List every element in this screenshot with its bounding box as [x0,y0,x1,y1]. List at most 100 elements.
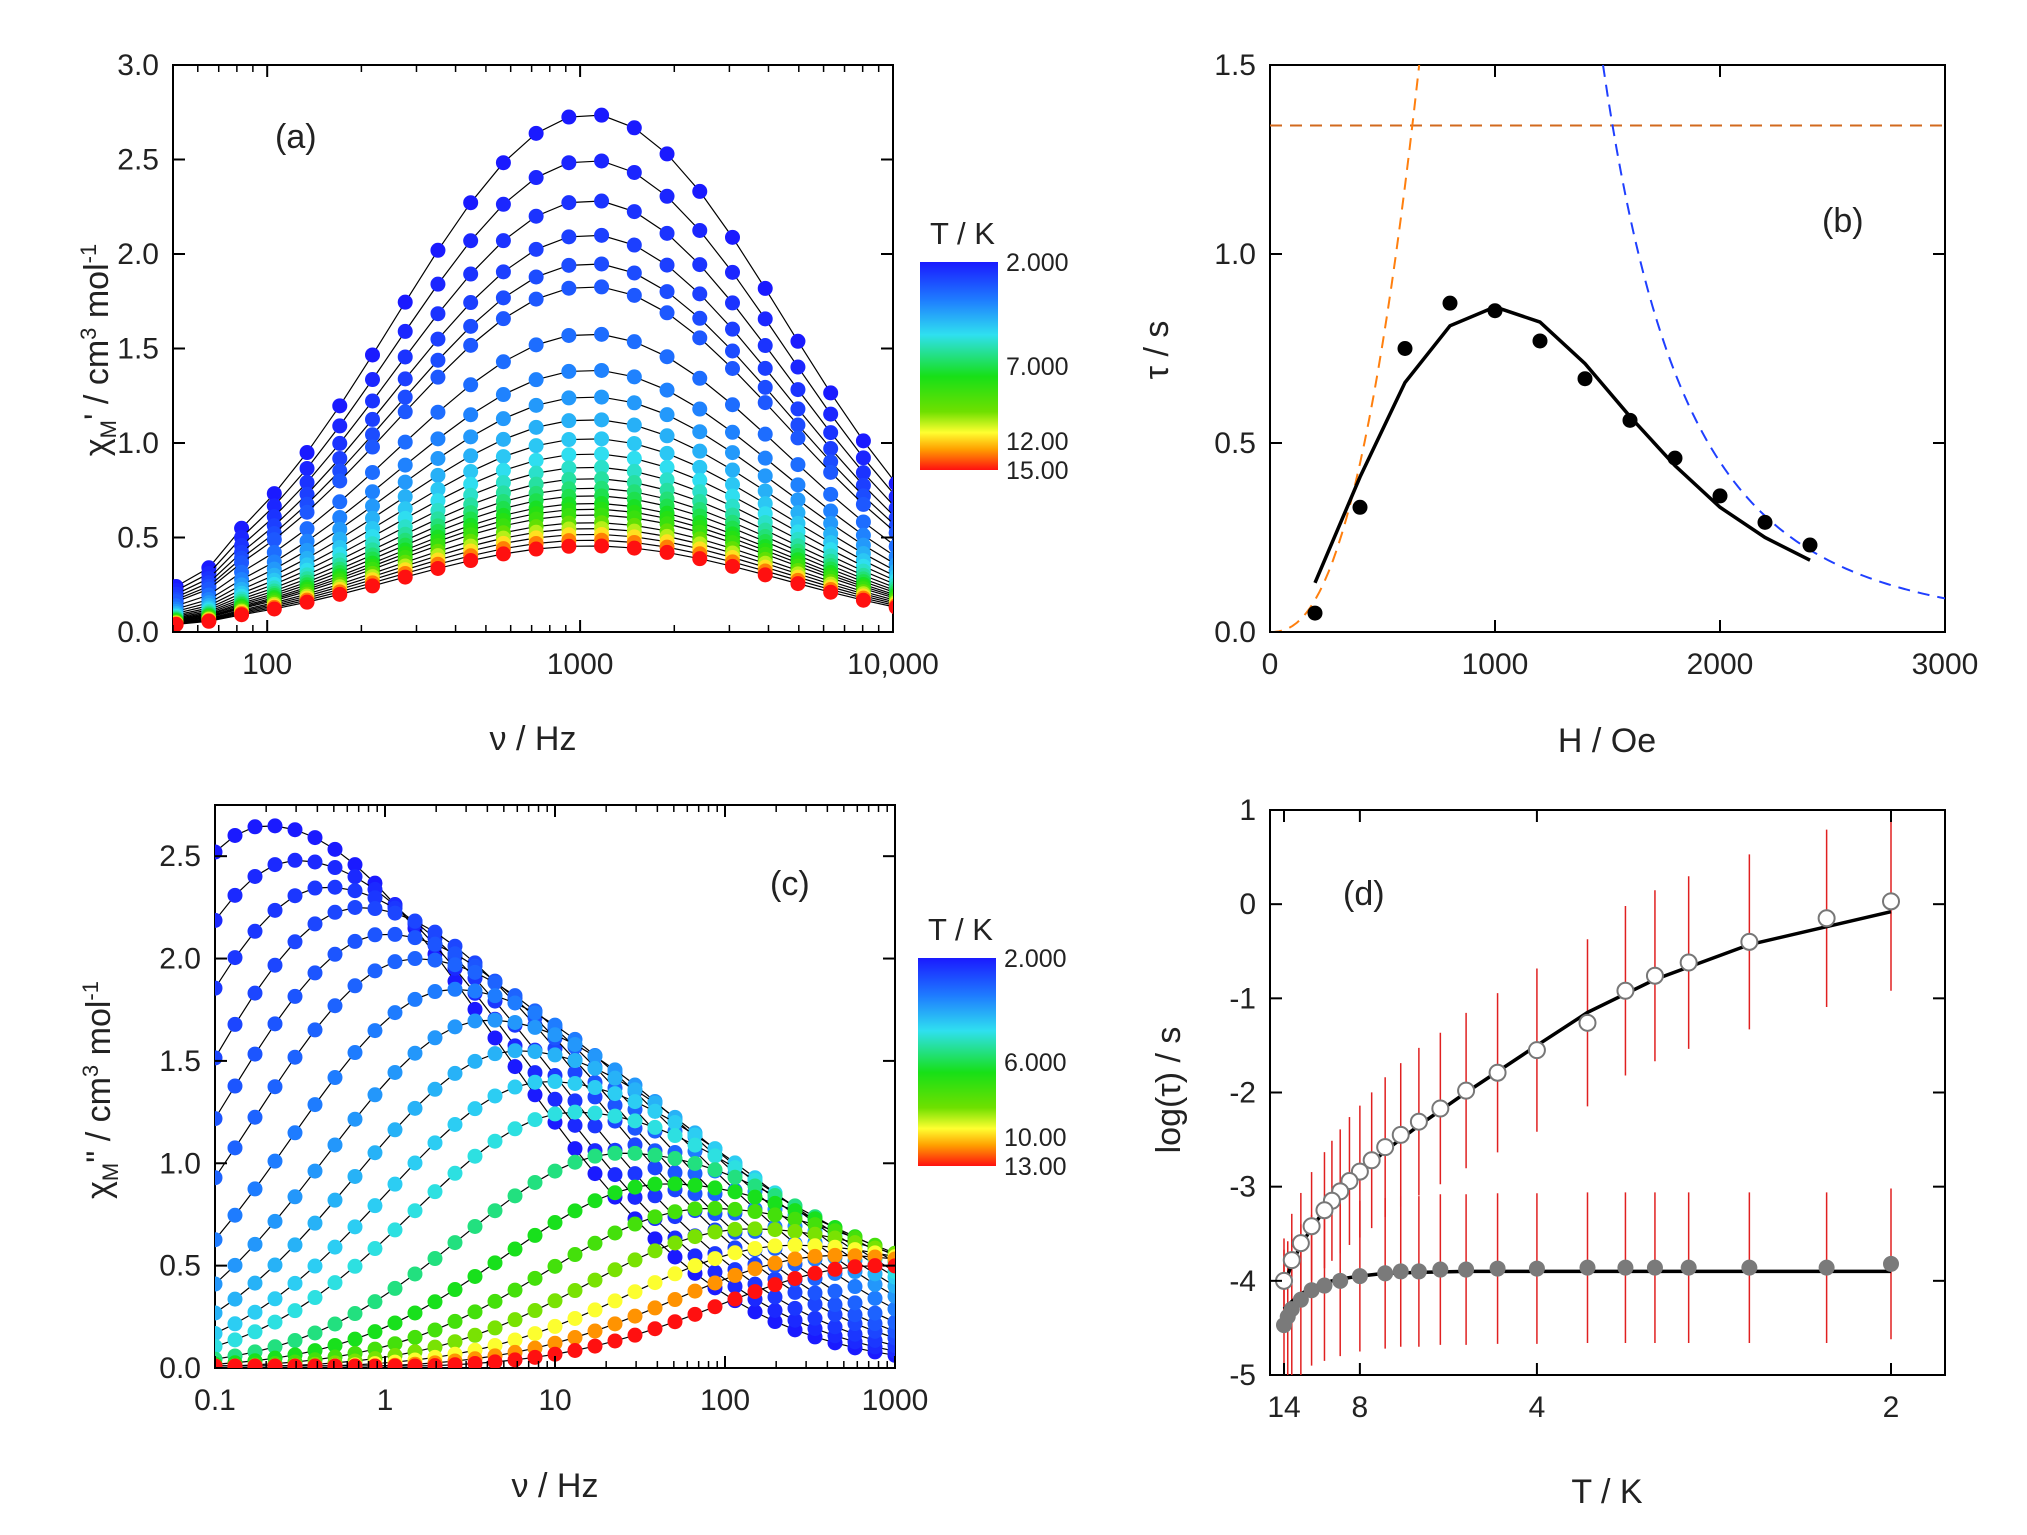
data-point [647,1103,663,1119]
data-point [247,1275,263,1291]
y-tick-label: -3 [1229,1171,1256,1204]
data-point [507,995,523,1011]
data-point [215,1276,223,1292]
data-point [307,1290,323,1306]
data-point [790,505,806,521]
data-point [724,229,740,245]
colorbar-label: 6.000 [1004,1049,1067,1077]
data-point [407,951,423,967]
data-point [757,483,773,499]
data-point [626,540,642,556]
data-point [587,1166,603,1182]
data-point [627,1327,643,1343]
data-point [332,435,348,451]
data-point [397,371,413,387]
data-point [594,538,610,554]
colorbar-label: 12.00 [1006,428,1069,456]
panel-a-ylabel: χM' / cm3 mol-1 [76,244,121,456]
data-point [430,467,446,483]
data-point [594,362,610,378]
data-point [495,474,511,490]
data-point [427,1184,443,1200]
data-point [201,613,217,629]
data-point [547,1215,563,1231]
filled-data-point [1818,1259,1835,1276]
y-tick-label: 1.5 [159,1045,201,1078]
data-point [227,1332,243,1348]
data-point [607,1097,623,1113]
data-point [659,225,675,241]
data-point [757,311,773,327]
data-point [757,338,773,354]
x-tick-label: 100 [700,1384,750,1417]
data-point [327,1275,343,1291]
data-point [667,1314,683,1330]
data-point [227,1078,243,1094]
data-point [299,594,315,610]
data-point [847,1248,863,1264]
data-point [215,912,223,928]
data-point [867,1305,883,1321]
data-point [567,1247,583,1263]
data-point [561,538,577,554]
data-point [387,1358,403,1368]
data-point [626,237,642,253]
data-point [692,310,708,326]
data-point [215,980,223,996]
data-point [467,1327,483,1343]
data-point [627,1166,643,1182]
data-point [647,1243,663,1259]
data-point [790,492,806,508]
data-point [887,1301,895,1317]
data-point [547,1258,563,1274]
data-point [692,443,708,459]
data-point [267,1339,283,1355]
data-point [447,1117,463,1133]
data-point [427,1294,443,1310]
data-point [267,1153,283,1169]
filled-data-point [1617,1259,1634,1276]
data-point [659,544,675,560]
data-point [767,1207,783,1223]
data-point [387,1122,403,1138]
data-point [287,1358,303,1368]
data-point [267,857,283,873]
data-point [487,1338,503,1354]
data-point [561,327,577,343]
data-point [692,370,708,386]
data-point [787,1270,803,1286]
data-point [561,257,577,273]
data-point [823,441,839,457]
data-point [495,411,511,427]
y-tick-label: 1 [1239,794,1256,827]
data-point [327,998,343,1014]
filled-data-point [1680,1259,1697,1276]
data-point [173,616,184,632]
data-point [757,426,773,442]
data-point [594,256,610,272]
data-point [307,1325,323,1341]
data-point [659,428,675,444]
data-point [659,472,675,488]
data-point [528,170,544,186]
colorbar-label: 13.00 [1004,1153,1067,1181]
colorbar-title: T / K [928,912,993,947]
data-point [787,1211,803,1227]
filled-data-point [1528,1260,1545,1277]
open-data-point [1376,1138,1395,1157]
data-point [587,1148,603,1164]
data-point [567,1065,583,1081]
data-point [687,1137,703,1153]
data-point [299,504,315,520]
data-point [757,450,773,466]
data-point [647,1147,663,1163]
data-point [626,164,642,180]
data-point [367,1198,383,1214]
data-point [407,1358,423,1368]
fit-line [1313,305,1811,584]
dashed-blue-line [1602,65,1945,600]
data-point [587,1193,603,1209]
data-point [659,382,675,398]
data-point [447,957,463,973]
data-point [495,264,511,280]
